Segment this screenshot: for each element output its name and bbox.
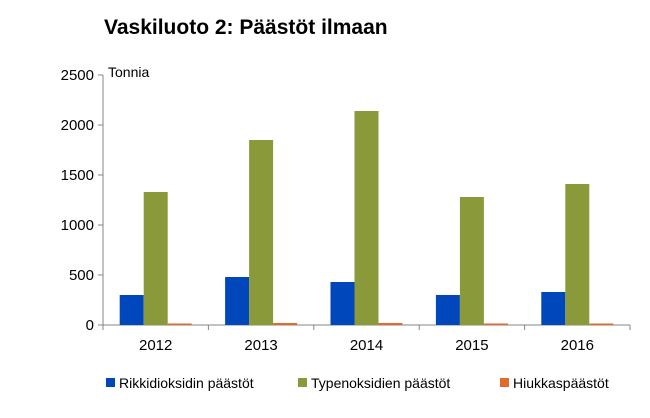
bar-particles-2012 [167, 323, 192, 325]
bar-so2-2016 [541, 292, 566, 325]
chart-title: Vaskiluoto 2: Päästöt ilmaan [104, 16, 388, 39]
legend-swatch [106, 378, 115, 387]
bar-nox-2014 [354, 111, 379, 325]
bar-particles-2016 [589, 323, 614, 325]
y-tick-label: 0 [86, 317, 94, 334]
x-tick-label: 2014 [350, 337, 383, 354]
bar-so2-2015 [435, 295, 460, 325]
axes: 0 500 1000 1500 2000 2500 2012 2013 2014 2015 2016 [61, 67, 631, 354]
y-tick-label: 1500 [61, 167, 94, 184]
legend: Rikkidioksidin päästöt Typenoksidien pääs… [106, 375, 609, 391]
x-tick-label: 2013 [244, 337, 277, 354]
unit-label: Tonnia [108, 64, 149, 80]
y-tick-label: 2500 [61, 67, 94, 84]
y-tick-label: 1000 [61, 217, 94, 234]
bar-nox-2012 [143, 192, 168, 325]
bar-nox-2015 [459, 197, 484, 325]
x-tick-label: 2016 [561, 337, 594, 354]
bar-so2-2012 [119, 295, 144, 325]
bar-particles-2013 [273, 323, 298, 325]
legend-label: Typenoksidien päästöt [311, 375, 450, 391]
bar-particles-2014 [378, 323, 403, 325]
legend-label: Rikkidioksidin päästöt [119, 375, 254, 391]
legend-label: Hiukkaspäästöt [513, 375, 609, 391]
bar-so2-2014 [330, 282, 355, 325]
bar-particles-2015 [483, 323, 508, 325]
bar-nox-2016 [565, 184, 590, 325]
legend-swatch [500, 378, 509, 387]
x-tick-label: 2015 [455, 337, 488, 354]
y-tick-label: 2000 [61, 117, 94, 134]
bar-nox-2013 [249, 140, 274, 325]
x-tick-label: 2012 [139, 337, 172, 354]
bars [119, 111, 614, 325]
legend-swatch [298, 378, 307, 387]
y-tick-label: 500 [69, 267, 94, 284]
bar-so2-2013 [225, 277, 250, 325]
